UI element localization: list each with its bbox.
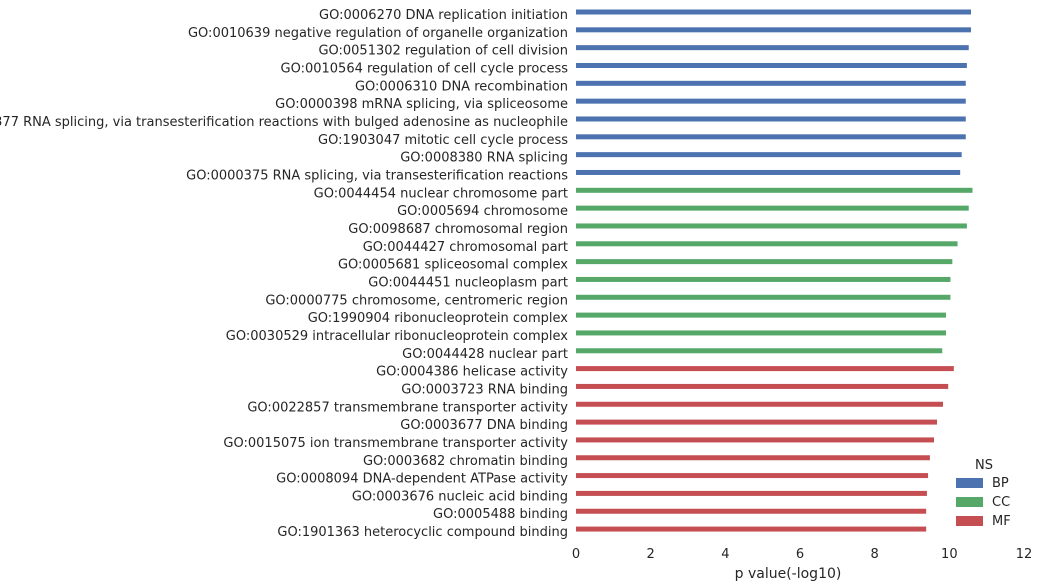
bar — [576, 526, 927, 532]
category-label: GO:1903047 mitotic cell cycle process — [318, 133, 568, 148]
bar — [576, 169, 961, 175]
x-tick-label: 12 — [1016, 547, 1033, 562]
legend-label: BP — [992, 476, 1009, 491]
category-labels: GO:0006270 DNA replication initiation GO:… — [0, 8, 568, 540]
bar — [576, 437, 935, 443]
category-label: GO:0044427 chromosomal part — [363, 240, 568, 255]
bar — [576, 223, 967, 229]
legend-swatch — [956, 478, 983, 488]
bar — [576, 473, 929, 479]
category-label: GO:0030529 intracellular ribonucleoprote… — [226, 329, 569, 344]
category-label: GO:1901363 heterocyclic compound binding — [277, 525, 568, 540]
category-label: GO:0098687 chromosomal region — [348, 222, 568, 237]
bar — [576, 490, 927, 496]
category-label: GO:0006270 DNA replication initiation — [319, 8, 568, 23]
bar — [576, 455, 930, 461]
x-tick-label: 8 — [871, 547, 879, 562]
category-label: GO:0004386 helicase activity — [376, 365, 568, 380]
category-label: GO:0003677 DNA binding — [400, 418, 568, 433]
category-label: GO:0008380 RNA splicing — [400, 151, 568, 166]
bar — [576, 80, 966, 86]
category-label: GO:0044428 nuclear part — [402, 347, 568, 362]
category-label: GO:0005694 chromosome — [397, 204, 568, 219]
bar — [576, 241, 958, 247]
category-label: GO:0015075 ion transmembrane transporter… — [223, 436, 568, 451]
bar — [576, 134, 966, 140]
category-label: GO:1990904 ribonucleoprotein complex — [308, 311, 569, 326]
category-label: GO:0044451 nucleoplasm part — [368, 275, 568, 290]
category-label: GO:0000375 RNA splicing, via transesteri… — [186, 168, 568, 183]
category-label: GO:0000377 RNA splicing, via transesteri… — [0, 115, 568, 130]
bar — [576, 62, 967, 68]
category-label: GO:0022857 transmembrane transporter act… — [247, 400, 568, 415]
category-label: GO:0010564 regulation of cell cycle proc… — [281, 61, 569, 76]
legend-swatch — [956, 516, 983, 526]
bar — [576, 401, 943, 407]
bar — [576, 9, 971, 15]
bar — [576, 98, 966, 104]
bar — [576, 259, 953, 265]
bar — [576, 419, 938, 425]
category-label: GO:0000398 mRNA splicing, via spliceosom… — [275, 97, 568, 112]
legend-title: NS — [975, 458, 993, 473]
category-label: GO:0006310 DNA recombination — [355, 79, 568, 94]
bar — [576, 45, 969, 51]
x-axis-label: p value(-log10) — [735, 566, 842, 582]
bar — [576, 330, 946, 336]
category-label: GO:0000775 chromosome, centromeric regio… — [265, 293, 568, 308]
x-tick-label: 0 — [572, 547, 580, 562]
x-tick-label: 4 — [721, 547, 729, 562]
legend-entries: BP CC MF — [956, 476, 1011, 529]
bar — [576, 187, 973, 193]
bar — [576, 27, 971, 33]
x-tick-label: 2 — [647, 547, 655, 562]
category-label: GO:0010639 negative regulation of organe… — [188, 26, 568, 41]
bar — [576, 205, 969, 211]
x-tick-label: 10 — [941, 547, 958, 562]
bars-group — [576, 9, 973, 532]
category-label: GO:0003682 chromatin binding — [363, 454, 568, 469]
bar — [576, 366, 954, 372]
category-label: GO:0044454 nuclear chromosome part — [314, 186, 568, 201]
legend-swatch — [956, 497, 983, 507]
category-label: GO:0051302 regulation of cell division — [318, 44, 568, 59]
x-axis-ticks: 0 2 4 6 8 10 12 — [572, 547, 1032, 562]
bar — [576, 348, 943, 354]
category-label: GO:0008094 DNA-dependent ATPase activity — [276, 472, 568, 487]
legend-label: MF — [992, 514, 1011, 529]
legend-label: CC — [992, 495, 1010, 510]
bar — [576, 116, 966, 122]
bar — [576, 312, 946, 318]
bar — [576, 508, 927, 514]
bar — [576, 294, 951, 300]
category-label: GO:0005681 spliceosomal complex — [338, 258, 568, 273]
bar — [576, 383, 949, 389]
bar — [576, 152, 962, 158]
legend: NS BP CC MF — [956, 458, 1011, 529]
bar — [576, 276, 951, 282]
category-label: GO:0003723 RNA binding — [401, 382, 568, 397]
x-tick-label: 6 — [796, 547, 804, 562]
category-label: GO:0005488 binding — [433, 507, 568, 522]
category-label: GO:0003676 nucleic acid binding — [352, 489, 568, 504]
